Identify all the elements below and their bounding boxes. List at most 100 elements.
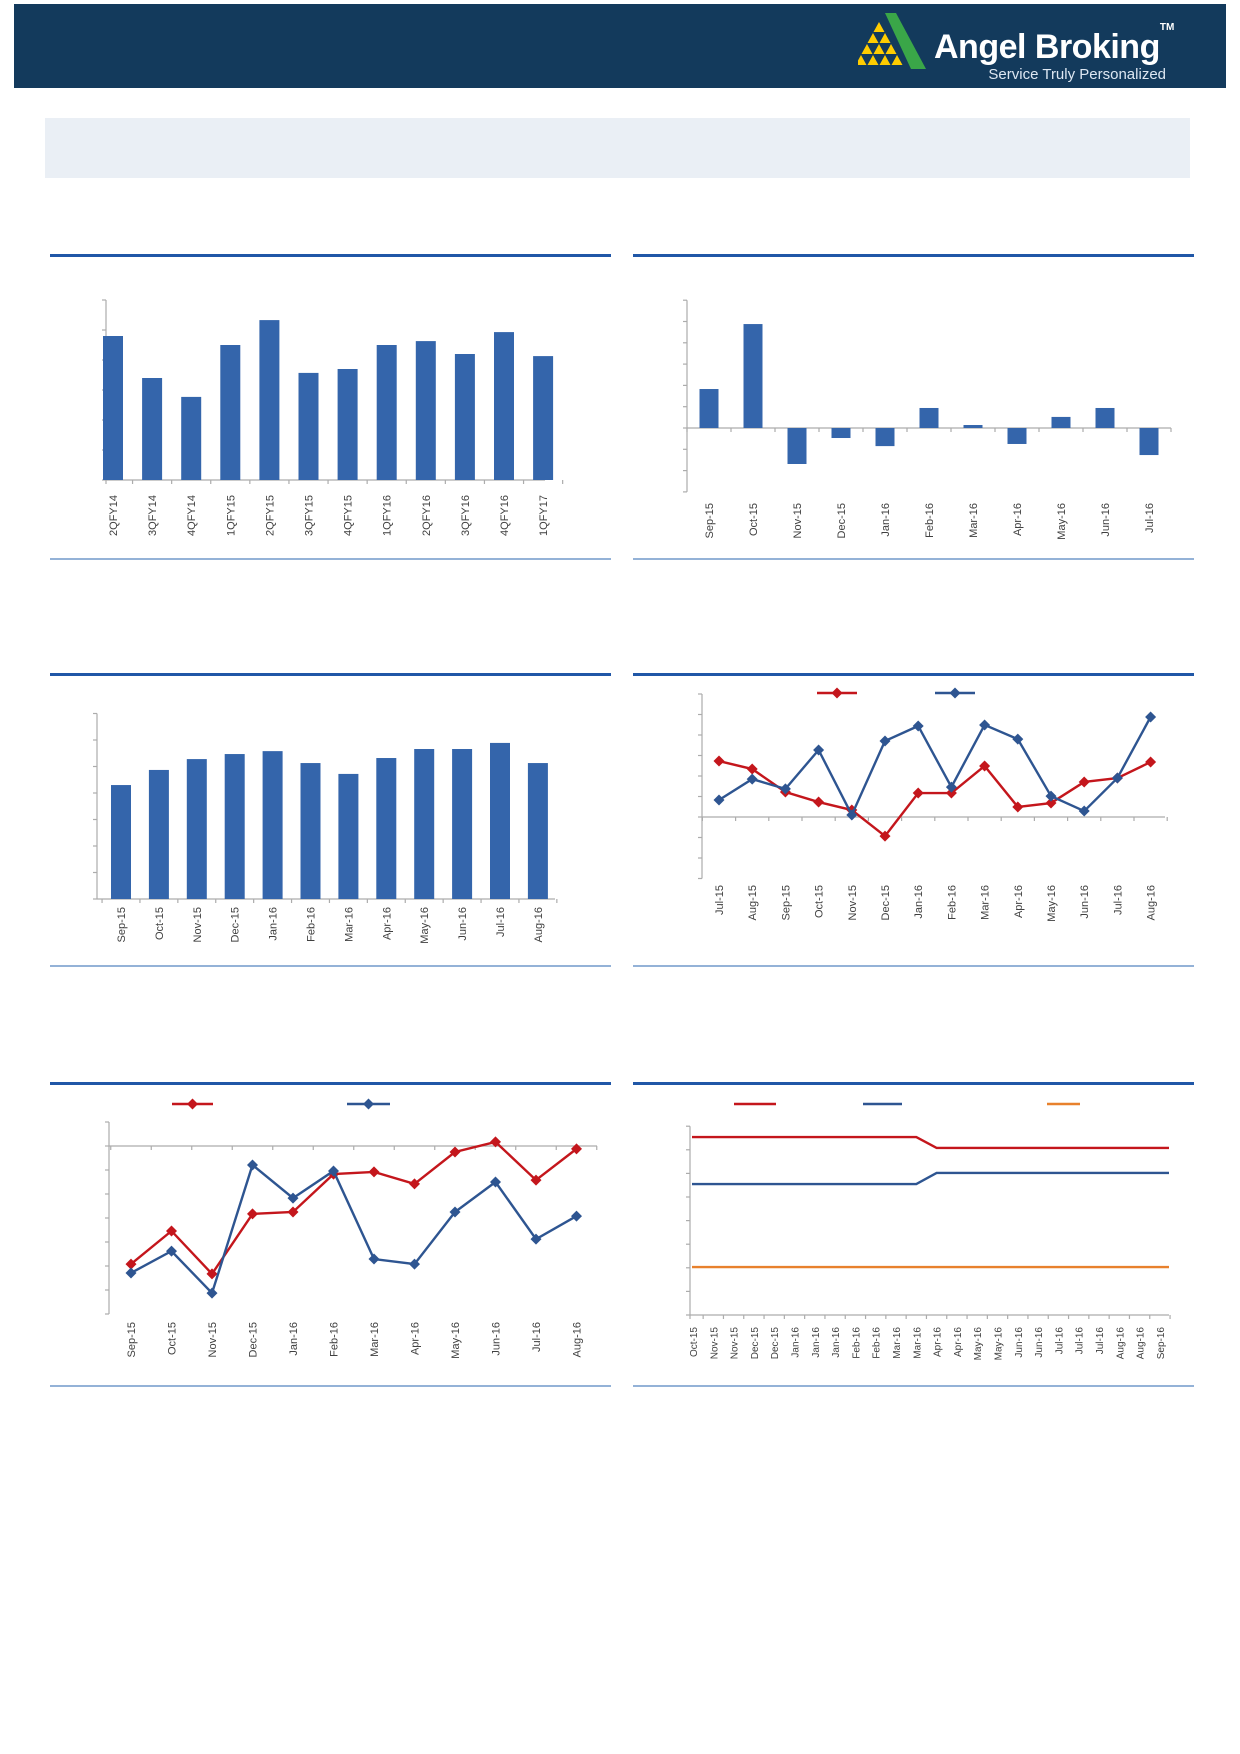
x-axis-label: Jul-16 (1095, 1327, 1106, 1355)
x-axis-label: Mar-16 (369, 1322, 381, 1357)
red-series-marker (409, 1178, 420, 1190)
x-axis-label: Sep-15 (126, 1322, 138, 1357)
bar-Feb-16 (300, 763, 321, 899)
chart-block-bottom-left: Sep-15 Oct-15 Nov-15 Dec-15 Jan-16 Feb-16 Mar-… (50, 1082, 611, 1387)
bar-May-16 (414, 749, 435, 899)
red-series-marker (746, 763, 758, 775)
quarterly-bar-chart-canvas: 2QFY14 3QFY14 4QFY14 1QFY15 2QFY15 3QFY15 4QFY… (102, 299, 564, 536)
x-axis-label: Mar-16 (968, 503, 980, 538)
x-axis-labels: Jul-15 Aug-15 Sep-15 Oct-15 Nov-15 Dec-15 Jan-… (714, 885, 1158, 922)
red-series-marker (1145, 756, 1157, 768)
x-axis-label: May-16 (450, 1322, 462, 1359)
x-axis-labels: Sep-15 Oct-15 Nov-15 Dec-15 Jan-16 Feb-16 Mar-… (704, 503, 1156, 540)
red-series-marker (490, 1136, 501, 1148)
x-axis-label: Jul-16 (495, 907, 507, 937)
x-axis-label: Dec-15 (248, 1322, 260, 1357)
bar-Apr-16 (1007, 428, 1027, 444)
x-axis-label: 1QFY16 (382, 495, 394, 536)
x-axis-label: Mar-16 (980, 885, 992, 920)
x-axis-label: Aug-15 (747, 885, 759, 920)
blue-series-marker (879, 735, 891, 747)
blue-series-line (718, 716, 1152, 818)
trademark: TM (1159, 22, 1175, 33)
x-axis-label: Apr-16 (953, 1327, 964, 1357)
red-series-marker (1078, 776, 1090, 788)
bar-2QFY15 (259, 320, 280, 480)
bar-Jul-16 (490, 742, 510, 899)
blue-series-marker (1045, 790, 1057, 802)
red-series-marker (571, 1143, 582, 1155)
blue-series-marker (571, 1210, 582, 1222)
bar-1QFY16 (376, 345, 397, 480)
x-axis-label: Jan-16 (791, 1327, 802, 1358)
brand-name: Angel BrokingTM (934, 22, 1175, 66)
x-axis-label: 1QFY17 (538, 495, 550, 536)
x-axis-label: Aug-16 (1136, 1327, 1147, 1360)
x-axis-label: Apr-16 (1012, 503, 1024, 536)
red-series-marker (530, 1174, 542, 1186)
red-series (713, 755, 1157, 842)
blue-series-marker (979, 719, 991, 731)
bar-May-16 (1051, 416, 1071, 428)
blue-series-marker (449, 1206, 461, 1218)
red-series-marker (813, 796, 825, 808)
x-axis-labels: Sep-15 Oct-15 Nov-15 Dec-15 Jan-16 Feb-16 Mar-… (116, 907, 545, 944)
red-series-marker (1012, 801, 1024, 813)
bar-Feb-16 (919, 407, 939, 428)
legend-red-series (817, 687, 857, 699)
x-axis-label: Sep-15 (116, 907, 128, 942)
blue-series-marker (328, 1165, 339, 1177)
chart-title-rule (633, 673, 1194, 676)
blue-series-marker (287, 1192, 299, 1204)
x-axis-label: Dec-15 (230, 907, 242, 942)
chart-title-rule (633, 254, 1194, 257)
blue-series-marker (1111, 772, 1123, 784)
x-axis-label: Jun-16 (457, 907, 469, 941)
blue-series (713, 711, 1157, 821)
bar-Nov-15 (186, 759, 207, 899)
x-axis-label: Dec-15 (770, 1327, 781, 1360)
axes (105, 1121, 598, 1315)
bar-4QFY16 (494, 332, 514, 480)
x-axis-label: Jun-16 (1100, 503, 1112, 537)
x-axis-label: Feb-16 (851, 1327, 862, 1359)
x-axis-label: Aug-16 (572, 1322, 584, 1357)
chart-block-mid-right: Jul-15 Aug-15 Sep-15 Oct-15 Nov-15 Dec-15 Jan-… (633, 673, 1194, 967)
x-axis-label: Jan-16 (811, 1327, 822, 1358)
bar-1QFY17 (533, 356, 554, 480)
x-axis-label: Jan-16 (268, 907, 280, 941)
axes (698, 693, 1168, 880)
x-axis-label: Jun-16 (1014, 1327, 1025, 1358)
x-axis-label: Jun-16 (1034, 1327, 1045, 1358)
chart-title-rule (50, 254, 611, 257)
x-axis-label: Nov-15 (792, 503, 804, 538)
bar-1QFY15 (220, 345, 241, 480)
x-axis-label: Aug-16 (1115, 1327, 1126, 1360)
bar-Jan-16 (875, 428, 895, 447)
x-axis-label: Oct-15 (814, 885, 826, 918)
red-series-marker (945, 787, 957, 799)
monthly-level-bar-chart-canvas: Sep-15 Oct-15 Nov-15 Dec-15 Jan-16 Feb-16 Mar-… (93, 712, 558, 944)
bar-Jun-16 (452, 749, 473, 899)
axes (102, 299, 564, 484)
chart-block-top-left: 2QFY14 3QFY14 4QFY14 1QFY15 2QFY15 3QFY15 4QFY… (50, 254, 611, 560)
blue-series-marker (125, 1267, 137, 1279)
chart-block-top-right: Sep-15 Oct-15 Nov-15 Dec-15 Jan-16 Feb-16 Mar-… (633, 254, 1194, 560)
x-axis-label: Dec-15 (880, 885, 892, 920)
bar-series (111, 742, 548, 899)
legend-blue-series (347, 1098, 390, 1110)
x-axis-label: Jul-16 (1054, 1327, 1065, 1355)
x-axis-label: May-16 (994, 1327, 1005, 1361)
x-axis-label: May-16 (1046, 885, 1058, 922)
x-axis-label: Nov-15 (192, 907, 204, 942)
chart-bottom-rule (633, 1385, 1194, 1387)
legend-red-series (172, 1098, 213, 1110)
red-series-marker (1045, 797, 1057, 809)
blue-series-marker (912, 720, 924, 732)
red-series-marker (206, 1268, 218, 1280)
red-series-marker (368, 1166, 380, 1178)
x-axis-label: Feb-16 (872, 1327, 883, 1359)
chart-bottom-rule (633, 965, 1194, 967)
blue-series-marker (1145, 711, 1157, 723)
